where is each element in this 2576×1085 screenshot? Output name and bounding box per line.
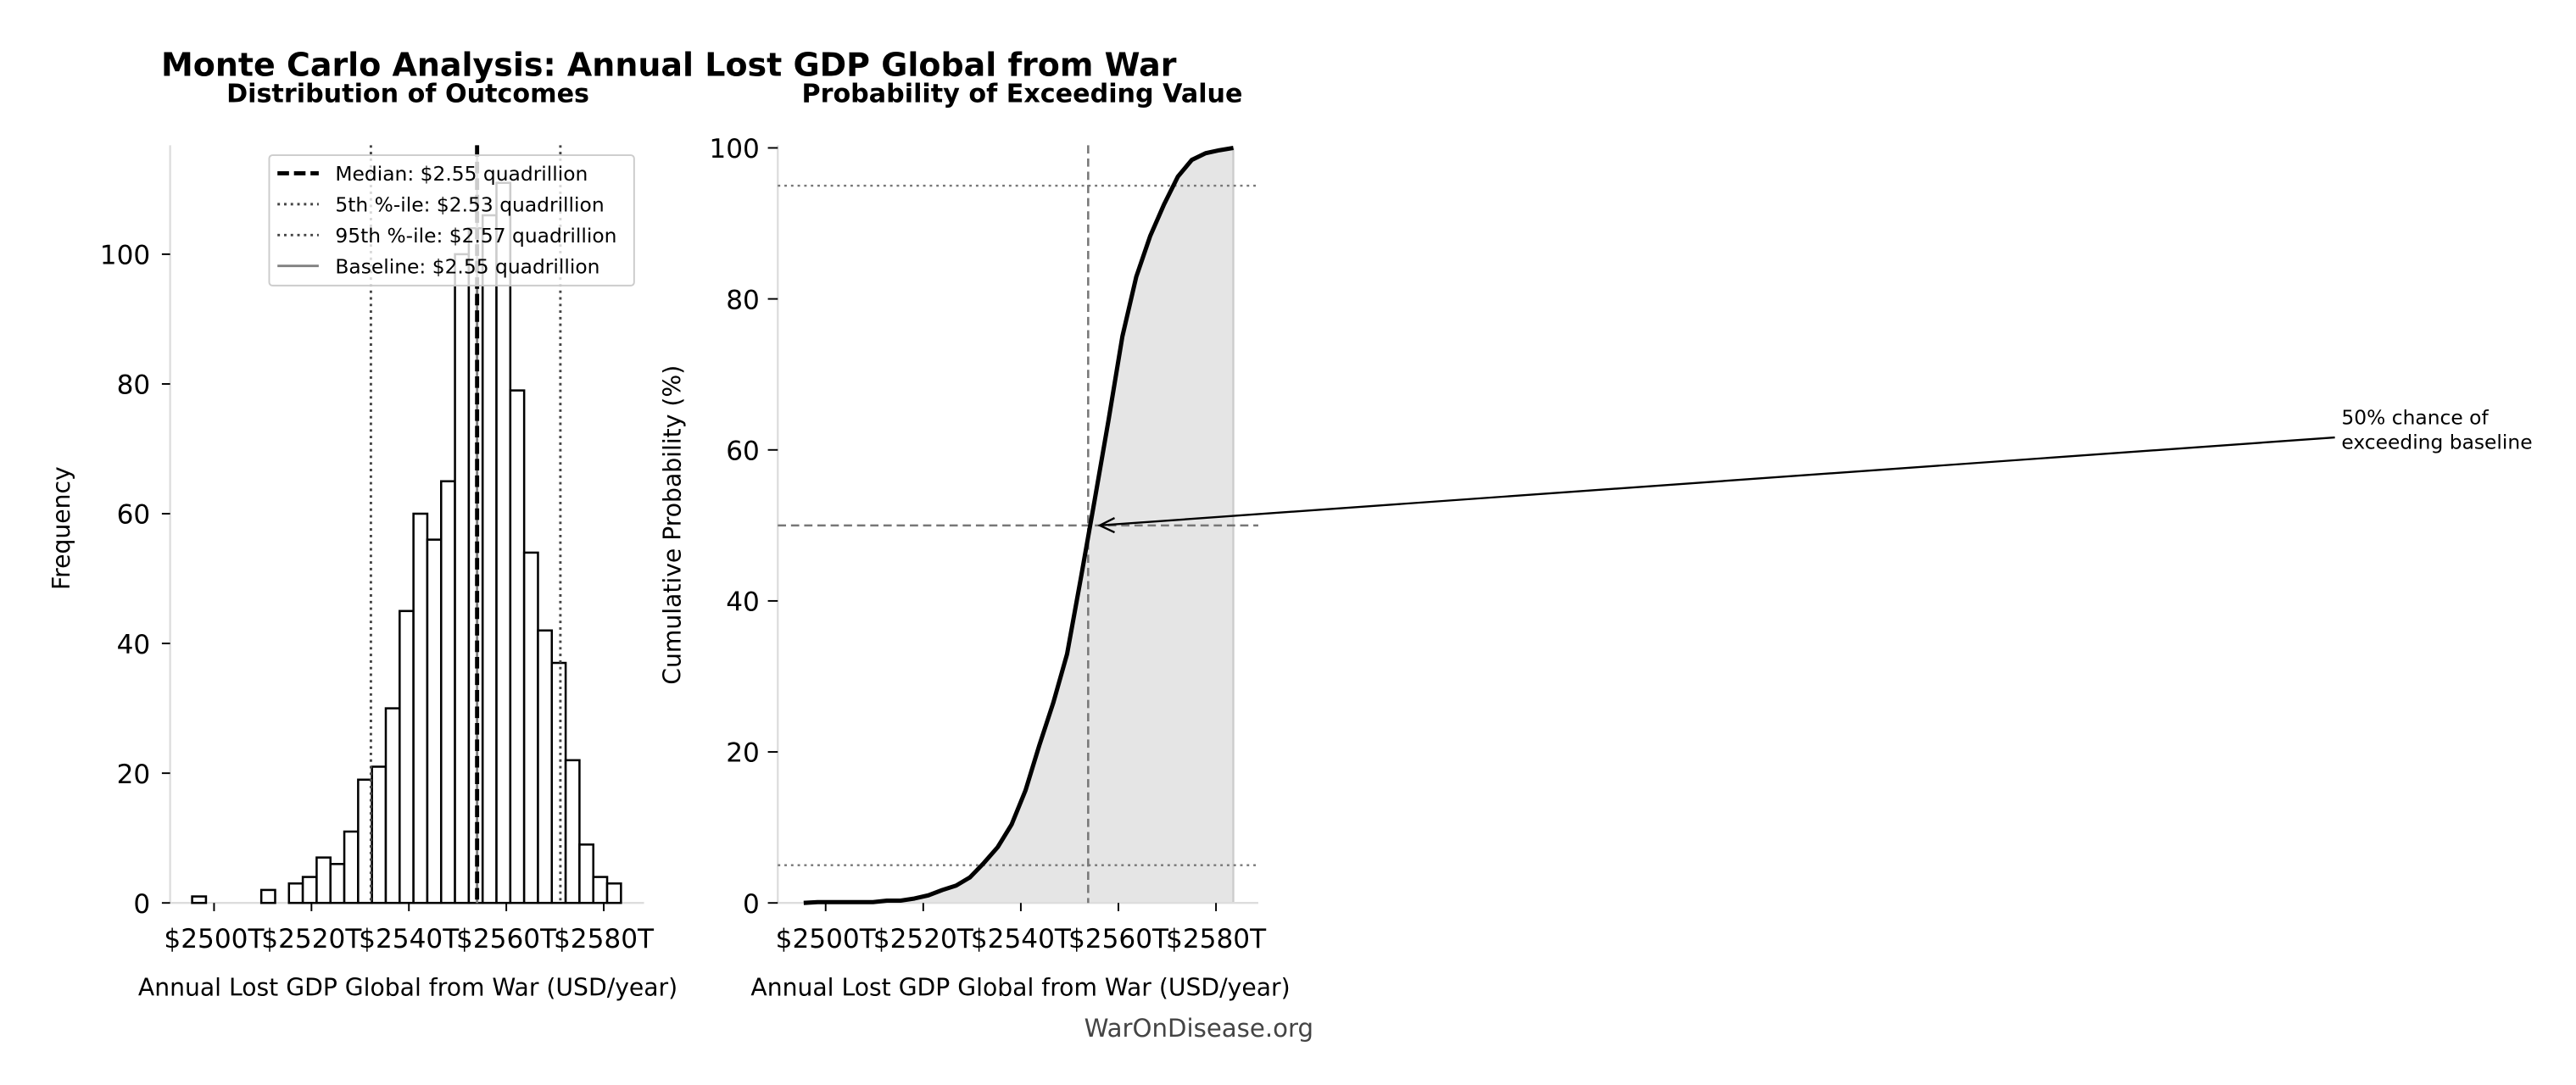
histogram-bar <box>537 629 554 904</box>
histogram-bar <box>343 830 360 904</box>
figure-title: Monte Carlo Analysis: Annual Lost GDP Gl… <box>161 47 1177 84</box>
y-tick-label: 60 <box>726 436 760 466</box>
x-tick-label: $2520T <box>261 924 362 954</box>
histogram-bar <box>426 538 443 904</box>
legend-label: 95th %-ile: $2.57 quadrillion <box>335 224 616 248</box>
y-tick-label: 100 <box>100 241 150 271</box>
cdf-title: Probability of Exceeding Value <box>801 80 1242 109</box>
y-tick-label: 80 <box>117 370 151 401</box>
cdf-line <box>803 145 1234 905</box>
x-tick-label: $2500T <box>776 924 877 954</box>
legend-label: Baseline: $2.55 quadrillion <box>335 254 599 278</box>
histogram-bar <box>287 882 304 904</box>
cdf-y-label: Cumulative Probability (%) <box>658 365 686 685</box>
histogram-bar <box>301 876 318 904</box>
histogram-bar <box>191 895 208 904</box>
histogram-bar <box>412 512 429 904</box>
watermark: WarOnDisease.org <box>1084 1014 1313 1043</box>
x-tick-label: $2560T <box>456 924 557 954</box>
histogram-bar <box>509 389 526 904</box>
histogram-bar <box>399 609 415 904</box>
histogram-bar <box>605 882 622 904</box>
legend-box <box>268 154 635 287</box>
y-tick-label: 40 <box>726 587 760 618</box>
legend: Median: $2.55 quadrillion 5th %-ile: $2.5… <box>268 154 635 287</box>
y-tick-label: 20 <box>117 760 151 790</box>
histogram-bar <box>481 214 498 904</box>
x-tick-label: $2580T <box>554 924 655 954</box>
y-tick-label: 0 <box>743 889 760 920</box>
histogram-bar <box>384 707 401 904</box>
y-tick-label: 100 <box>709 134 759 164</box>
x-tick-label: $2540T <box>359 924 460 954</box>
arrowhead-icon <box>1097 517 1116 534</box>
x-tick-label: $2500T <box>164 924 265 954</box>
histogram-bar <box>315 856 332 904</box>
histogram-bar <box>592 876 609 904</box>
y-tick-label: 60 <box>117 500 151 531</box>
cdf-x-label: Annual Lost GDP Global from War (USD/yea… <box>750 973 1290 1001</box>
legend-label: Median: $2.55 quadrillion <box>335 162 588 186</box>
y-tick-label: 80 <box>726 285 760 315</box>
annotation-arrow <box>1099 436 2335 527</box>
y-tick-label: 0 <box>133 889 150 920</box>
annotation-line-2: exceeding baseline <box>2341 431 2532 454</box>
y-tick-label: 20 <box>726 738 760 769</box>
histogram-bar <box>329 863 346 904</box>
x-tick-label: $2540T <box>971 924 1072 954</box>
x-tick-label: $2560T <box>1068 924 1169 954</box>
histogram-bar <box>578 843 594 904</box>
histogram-bar <box>454 253 471 904</box>
x-tick-label: $2580T <box>1166 924 1267 954</box>
histogram-bar <box>495 181 512 904</box>
cdf-fill-area <box>803 147 1234 904</box>
histogram-bar <box>357 778 373 904</box>
x-tick-label: $2520T <box>873 924 974 954</box>
histogram-bar <box>259 888 276 904</box>
histogram-bar <box>522 551 539 904</box>
legend-label: 5th %-ile: $2.53 quadrillion <box>335 193 604 217</box>
histogram-bar <box>550 661 567 904</box>
histogram-title: Distribution of Outcomes <box>226 80 589 109</box>
cdf-panel: 0 20 40 60 80 100 $2500T$2520T$2540T$2560T$258… <box>709 134 2335 954</box>
histogram-bar <box>371 765 388 904</box>
histogram-bar <box>564 759 581 904</box>
histogram-panel: 0 20 40 60 80 100 $2500T$2520T$2540T$2560T$258… <box>100 145 655 954</box>
histogram-y-label: Frequency <box>47 466 75 590</box>
annotation-line-1: 50% chance of <box>2341 405 2489 429</box>
histogram-x-label: Annual Lost GDP Global from War (USD/yea… <box>138 973 677 1001</box>
y-tick-label: 40 <box>117 630 151 660</box>
histogram-bar <box>439 480 456 904</box>
